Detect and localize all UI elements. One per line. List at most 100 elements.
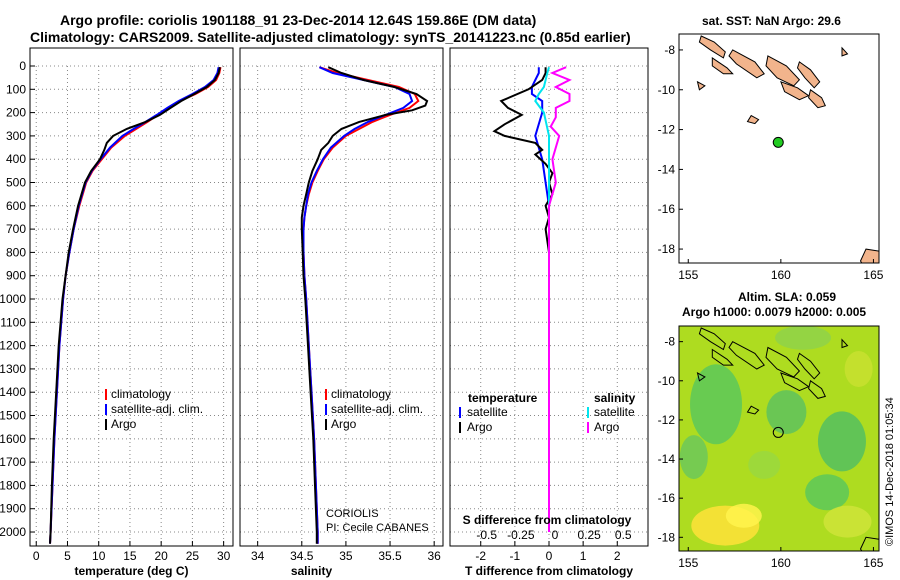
y-tick-label: 1800 [0,478,26,492]
map-lat-label: -18 [658,242,676,256]
map-lat-label: -16 [658,491,676,505]
x-tick-label: 30 [217,549,231,563]
x-axis-label-top: S difference from climatology [463,513,632,527]
legend-header-temperature: temperature [468,391,538,405]
map-lon-label: 160 [771,556,791,570]
map-lat-label: -16 [658,202,676,216]
map-lat-label: -14 [658,452,676,466]
y-tick-label: 900 [6,269,26,283]
sla-anomaly-patch [725,503,762,528]
island-shape [746,114,760,125]
island-shape [696,372,706,382]
y-tick-label: 0 [19,59,26,73]
sla-anomaly-patch [823,505,872,538]
series-line-temperature [49,66,222,544]
legend-label: satellite-adj. clim. [331,402,423,416]
panel-frame-salinity [239,47,444,547]
legend-label: satellite [594,405,635,419]
map-lon-label: 160 [771,268,791,282]
island-shape [728,341,765,370]
y-tick-label: 2000 [0,525,26,539]
map-lat-label: -8 [664,335,675,349]
island-shape [808,88,827,109]
x-tick-label: 25 [186,549,200,563]
map-lon-label: 155 [678,268,698,282]
s-tick-label: 0.5 [615,528,632,542]
s-tick-label: -0.25 [507,528,535,542]
credit-stamp: ©IMOS 14-Dec-2018 01:05:34 [884,397,896,546]
series-line-salinity [302,66,420,544]
legend-label: satellite [467,405,508,419]
x-tick-label: -1 [510,549,521,563]
island-shape [765,55,801,87]
island-shape [765,346,801,378]
sst-map-header: sat. SST: NaN Argo: 29.6 [702,14,841,28]
sla-anomaly-patch [805,474,850,511]
legend-label: satellite-adj. clim. [111,402,203,416]
legend-label: Argo [111,417,137,431]
island-shape [728,49,765,79]
map-frame-sst_map [678,33,880,264]
y-tick-label: 1900 [0,502,26,516]
map-lon-label: 155 [678,556,698,570]
x-axis-label: temperature (deg C) [74,564,188,578]
island-shape [780,80,810,101]
y-tick-label: 1600 [0,432,26,446]
sla-anomaly-patch [817,411,866,472]
x-tick-label: -2 [475,549,486,563]
y-tick-label: 800 [6,245,26,259]
y-tick-label: 1000 [0,292,26,306]
sla-anomaly-patch [844,351,873,388]
x-tick-label: 0 [546,549,553,563]
island-shape [746,405,760,415]
x-tick-label: 34 [251,549,265,563]
y-tick-label: 100 [6,82,26,96]
island-shape [780,372,810,392]
legend-label: Argo [467,420,493,434]
argo-position-marker [772,426,784,438]
x-tick-label: 36 [427,549,441,563]
map-frame-sla_map [678,325,880,552]
y-tick-label: 1100 [0,315,26,329]
x-tick-label: 1 [580,549,587,563]
s-tick-label: 0 [552,528,559,542]
map-lat-label: -10 [658,83,676,97]
sla-map-header-2: Argo h1000: 0.0079 h2000: 0.005 [682,305,867,319]
map-lat-label: -8 [664,43,675,57]
x-tick-label: 15 [123,549,137,563]
map-lon-label: 165 [863,268,883,282]
x-axis-label: salinity [291,564,333,578]
s-tick-label: 0.25 [577,528,601,542]
island-shape [696,80,706,91]
s-tick-label: -0.5 [476,528,497,542]
y-tick-label: 1300 [0,362,26,376]
y-tick-label: 1200 [0,339,26,353]
x-axis-label: T difference from climatology [465,564,633,578]
island-shape [808,379,827,399]
x-tick-label: 0 [33,549,40,563]
island-shape [711,56,734,75]
island-shape [841,338,849,349]
map-lat-label: -14 [658,162,676,176]
title-line-2: Climatology: CARS2009. Satellite-adjuste… [30,29,631,45]
series-line-difference [492,67,554,532]
series-line-temperature [49,66,220,544]
x-tick-label: 34.5 [290,549,314,563]
series-line-difference [548,66,572,532]
sla-anomaly-patch [679,435,708,480]
island-shape [698,327,726,351]
panel-frame-temperature [29,47,234,547]
y-tick-label: 400 [6,152,26,166]
y-tick-label: 500 [6,176,26,190]
x-tick-label: 2 [614,549,621,563]
map-group-sla_map [679,326,879,551]
series-line-salinity [302,66,414,544]
sla-anomaly-patch [775,326,832,350]
x-tick-label: 10 [92,549,106,563]
y-tick-label: 1500 [0,409,26,423]
y-tick-label: 1400 [0,385,26,399]
sla-anomaly-patch [748,450,781,479]
island-shape [796,61,821,89]
legend-label: Argo [331,417,357,431]
